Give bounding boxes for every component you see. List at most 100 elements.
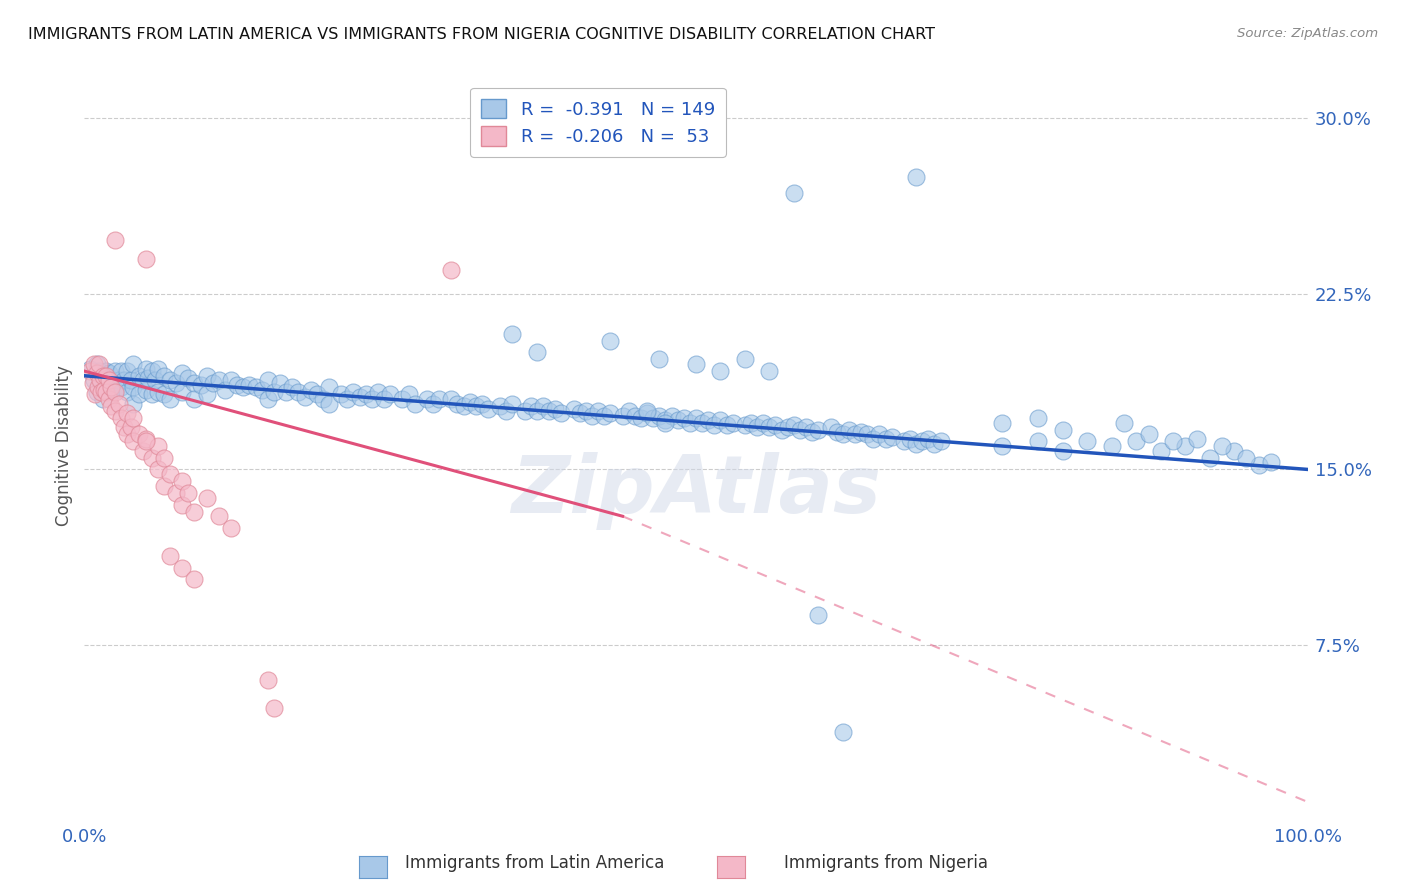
Point xyxy=(734,417,756,432)
Point xyxy=(172,385,194,400)
Point xyxy=(654,416,676,430)
Point xyxy=(697,413,720,427)
Point xyxy=(991,439,1014,453)
Point xyxy=(1236,450,1258,465)
Point xyxy=(153,450,176,465)
Point xyxy=(820,420,842,434)
Point xyxy=(159,549,181,563)
Point xyxy=(122,397,145,411)
Point xyxy=(1101,439,1123,453)
Point xyxy=(82,376,104,390)
Point xyxy=(132,443,155,458)
Point xyxy=(79,364,101,378)
Point xyxy=(360,392,382,407)
Point xyxy=(849,425,872,439)
Point xyxy=(612,409,634,423)
Point xyxy=(924,436,946,450)
Point xyxy=(97,374,120,388)
Point xyxy=(661,409,683,423)
Point xyxy=(453,399,475,413)
Point xyxy=(96,364,118,378)
Point xyxy=(643,411,665,425)
Point xyxy=(153,479,176,493)
Point xyxy=(703,417,725,432)
Point xyxy=(86,367,108,381)
Point xyxy=(550,406,572,420)
Text: Source: ZipAtlas.com: Source: ZipAtlas.com xyxy=(1237,27,1378,40)
Point xyxy=(120,420,142,434)
Point xyxy=(165,376,187,390)
Point xyxy=(128,387,150,401)
Point xyxy=(195,387,218,401)
Point xyxy=(1161,434,1184,449)
Point xyxy=(831,427,853,442)
Point xyxy=(446,397,468,411)
Point xyxy=(87,357,110,371)
Point xyxy=(83,374,105,388)
Point xyxy=(100,399,122,413)
Point xyxy=(391,392,413,407)
Point xyxy=(183,505,205,519)
Point xyxy=(440,392,463,407)
Point xyxy=(562,401,585,416)
Point xyxy=(110,380,132,394)
Point xyxy=(654,413,676,427)
Point xyxy=(177,371,200,385)
Point xyxy=(648,409,671,423)
Point xyxy=(195,491,218,505)
Point xyxy=(183,573,205,587)
Point xyxy=(838,423,860,437)
Point xyxy=(135,383,157,397)
Point xyxy=(257,392,280,407)
Point xyxy=(128,427,150,442)
Point xyxy=(1028,434,1050,449)
Point xyxy=(122,411,145,425)
Point xyxy=(115,406,138,420)
Point xyxy=(593,409,616,423)
Point xyxy=(1187,432,1209,446)
Point xyxy=(354,387,377,401)
Point xyxy=(752,416,775,430)
Point xyxy=(991,416,1014,430)
Point xyxy=(599,334,621,348)
Point xyxy=(336,392,359,407)
Point xyxy=(464,399,486,413)
Point xyxy=(141,387,163,401)
Point xyxy=(208,509,231,524)
Point xyxy=(146,361,169,376)
Point xyxy=(1052,443,1074,458)
Point xyxy=(349,390,371,404)
Point xyxy=(91,374,114,388)
Point xyxy=(153,368,176,383)
Text: Immigrants from Latin America: Immigrants from Latin America xyxy=(405,855,664,872)
Point xyxy=(502,326,524,341)
Point xyxy=(91,392,114,407)
Point xyxy=(219,521,242,535)
Point xyxy=(844,427,866,442)
Point xyxy=(747,420,769,434)
Point xyxy=(97,367,120,381)
Point xyxy=(380,387,402,401)
Point xyxy=(373,392,395,407)
Point xyxy=(208,374,231,388)
Point xyxy=(104,383,127,397)
Point xyxy=(1125,434,1147,449)
Point xyxy=(195,368,218,383)
Point xyxy=(685,411,707,425)
Point xyxy=(294,390,316,404)
Point xyxy=(269,376,291,390)
Point xyxy=(100,374,122,388)
Point xyxy=(831,724,853,739)
Point xyxy=(141,450,163,465)
Point xyxy=(122,357,145,371)
Point xyxy=(1223,443,1246,458)
Point xyxy=(636,404,658,418)
Point xyxy=(416,392,439,407)
Point xyxy=(172,474,194,488)
Point xyxy=(807,423,830,437)
Point xyxy=(1076,434,1098,449)
Point xyxy=(83,357,105,371)
Point xyxy=(263,385,285,400)
Point xyxy=(776,420,799,434)
Point xyxy=(495,404,517,418)
